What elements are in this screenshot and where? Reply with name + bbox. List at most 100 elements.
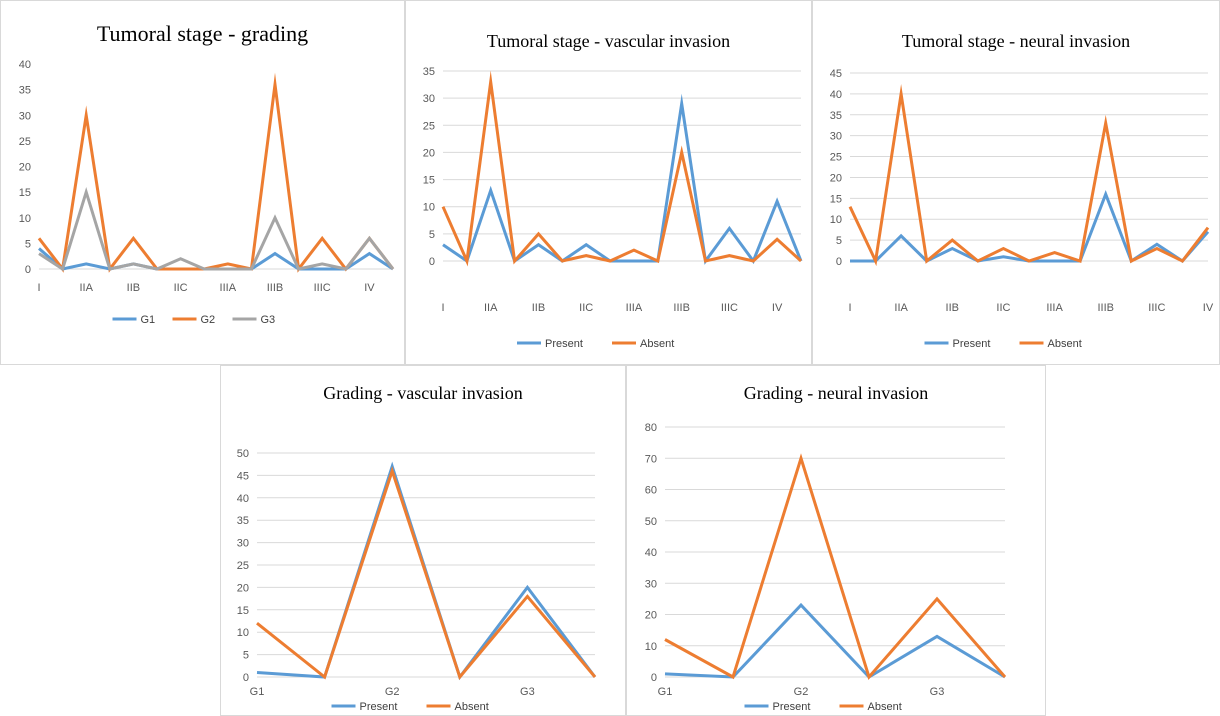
y-tick-label: 45 bbox=[830, 68, 842, 80]
chart-title: Grading - vascular invasion bbox=[323, 383, 522, 403]
y-tick-label: 20 bbox=[830, 172, 842, 184]
x-tick-label: G2 bbox=[385, 686, 400, 698]
legend-label-g3: G3 bbox=[261, 314, 276, 326]
series-line-absent bbox=[664, 453, 1007, 681]
chart-panel-grading-vascular: Grading - vascular invasion 0 5 10 15 20 25 30 3… bbox=[220, 365, 626, 716]
y-tick-label: 15 bbox=[237, 605, 249, 617]
y-tick-label: 20 bbox=[237, 582, 249, 594]
y-tick-label: 20 bbox=[645, 610, 657, 622]
y-tick-label: 30 bbox=[830, 131, 842, 143]
legend-label-absent: Absent bbox=[640, 338, 674, 350]
y-tick-label: 40 bbox=[19, 59, 31, 71]
y-tick-label: 60 bbox=[645, 485, 657, 497]
y-tick-label: 5 bbox=[836, 235, 842, 247]
y-tick-label: 0 bbox=[836, 256, 842, 268]
chart-grading-neural: Grading - neural invasion 0 10 20 30 40 50 60 70… bbox=[645, 383, 1007, 713]
chart-panel-stage-neural: Tumoral stage - neural invasion 0 5 10 15 20 2… bbox=[812, 0, 1220, 365]
x-tick-label: IIA bbox=[894, 302, 908, 314]
series-line-absent bbox=[256, 466, 597, 681]
legend-label-absent: Absent bbox=[1048, 338, 1082, 350]
legend-label-present: Present bbox=[773, 701, 811, 713]
y-tick-label: 25 bbox=[423, 120, 435, 132]
x-tick-label: G1 bbox=[658, 686, 673, 698]
chart-stage-neural: Tumoral stage - neural invasion 0 5 10 15 20 2… bbox=[830, 31, 1214, 350]
x-tick-label: G3 bbox=[520, 686, 535, 698]
x-tick-label: IIIC bbox=[314, 282, 331, 294]
y-tick-label: 5 bbox=[25, 238, 31, 250]
series-line-absent bbox=[441, 70, 803, 267]
y-tick-label: 80 bbox=[645, 422, 657, 434]
chart-title: Tumoral stage - vascular invasion bbox=[487, 31, 730, 51]
x-tick-label: IIB bbox=[127, 282, 140, 294]
y-tick-label: 30 bbox=[645, 578, 657, 590]
y-tick-label: 50 bbox=[645, 516, 657, 528]
x-tick-label: IV bbox=[364, 282, 375, 294]
x-tick-label: IIA bbox=[79, 282, 93, 294]
y-tick-label: 35 bbox=[830, 110, 842, 122]
legend-label-absent: Absent bbox=[455, 701, 489, 713]
chart-title: Tumoral stage - neural invasion bbox=[902, 31, 1130, 51]
y-tick-label: 20 bbox=[19, 162, 31, 174]
x-tick-label: I bbox=[37, 282, 40, 294]
y-tick-label: 50 bbox=[237, 448, 249, 460]
x-tick-label: IIIB bbox=[267, 282, 284, 294]
legend-label-present: Present bbox=[360, 701, 398, 713]
x-tick-label: I bbox=[848, 302, 851, 314]
series-line-present bbox=[664, 602, 1006, 679]
chart-stage-grading: Tumoral stage - grading 0 5 10 15 20 25 30 35 40 I… bbox=[19, 21, 395, 326]
y-tick-label: 15 bbox=[19, 187, 31, 199]
series-line-absent bbox=[848, 83, 1210, 267]
y-tick-label: 10 bbox=[645, 641, 657, 653]
x-tick-label: IV bbox=[1203, 302, 1214, 314]
y-tick-label: 25 bbox=[237, 560, 249, 572]
series-line-present bbox=[442, 93, 803, 265]
y-tick-label: 5 bbox=[429, 229, 435, 241]
legend-label-g2: G2 bbox=[201, 314, 216, 326]
y-tick-label: 30 bbox=[237, 538, 249, 550]
y-tick-label: 40 bbox=[645, 547, 657, 559]
legend-label-present: Present bbox=[953, 338, 991, 350]
x-tick-label: IIC bbox=[174, 282, 188, 294]
y-tick-label: 15 bbox=[830, 193, 842, 205]
x-tick-label: IIIB bbox=[673, 302, 690, 314]
y-tick-label: 70 bbox=[645, 453, 657, 465]
x-tick-label: I bbox=[441, 302, 444, 314]
x-tick-label: G3 bbox=[930, 686, 945, 698]
chart-title: Tumoral stage - grading bbox=[97, 21, 308, 46]
x-tick-label: IIB bbox=[946, 302, 959, 314]
y-tick-label: 40 bbox=[830, 89, 842, 101]
y-tick-label: 0 bbox=[651, 672, 657, 684]
y-tick-label: 0 bbox=[429, 256, 435, 268]
y-tick-label: 40 bbox=[237, 493, 249, 505]
chart-panel-stage-grading: Tumoral stage - grading 0 5 10 15 20 25 30 35 40 I… bbox=[0, 0, 405, 365]
x-tick-label: IIIC bbox=[721, 302, 738, 314]
x-tick-label: IIC bbox=[579, 302, 593, 314]
y-tick-label: 25 bbox=[830, 152, 842, 164]
x-tick-label: IIIA bbox=[220, 282, 237, 294]
y-tick-label: 45 bbox=[237, 470, 249, 482]
x-tick-label: G1 bbox=[250, 686, 265, 698]
chart-stage-vascular: Tumoral stage - vascular invasion 0 5 10 15 2… bbox=[423, 31, 803, 350]
x-tick-label: IIA bbox=[484, 302, 498, 314]
y-tick-label: 10 bbox=[19, 213, 31, 225]
chart-panel-grading-neural: Grading - neural invasion 0 10 20 30 40 50 60 70… bbox=[626, 365, 1046, 716]
y-tick-label: 15 bbox=[423, 175, 435, 187]
legend-label-g1: G1 bbox=[141, 314, 156, 326]
x-tick-label: IIIA bbox=[1046, 302, 1063, 314]
series-line-g2 bbox=[37, 72, 395, 273]
x-tick-label: IIB bbox=[532, 302, 545, 314]
y-tick-label: 20 bbox=[423, 147, 435, 159]
y-tick-label: 5 bbox=[243, 650, 249, 662]
x-tick-label: IIIB bbox=[1097, 302, 1114, 314]
x-tick-label: IIIA bbox=[626, 302, 643, 314]
y-tick-label: 25 bbox=[19, 136, 31, 148]
y-tick-label: 35 bbox=[237, 515, 249, 527]
legend-label-present: Present bbox=[545, 338, 583, 350]
series-line-g3 bbox=[38, 186, 395, 272]
y-tick-label: 0 bbox=[25, 264, 31, 276]
legend-label-absent: Absent bbox=[868, 701, 902, 713]
chart-grading-vascular: Grading - vascular invasion 0 5 10 15 20 25 30 3… bbox=[237, 383, 597, 713]
y-tick-label: 0 bbox=[243, 672, 249, 684]
y-tick-label: 30 bbox=[19, 110, 31, 122]
y-tick-label: 35 bbox=[423, 66, 435, 78]
